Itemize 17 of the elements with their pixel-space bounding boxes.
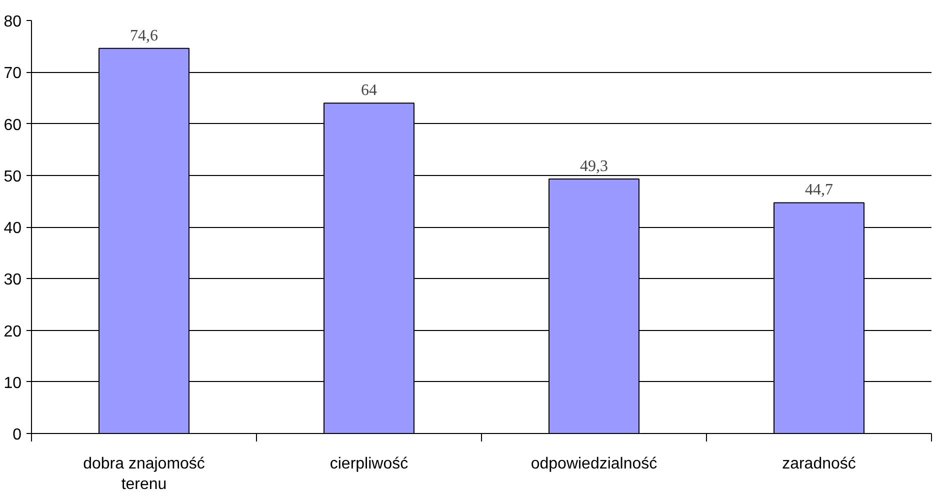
x-tick-label: odpowiedzialność — [530, 456, 658, 472]
data-label: 74,6 — [130, 27, 158, 44]
y-tick-label: 40 — [4, 220, 22, 237]
data-label: 44,7 — [805, 182, 833, 199]
y-tick-label: 60 — [4, 116, 22, 134]
y-tick-label: 80 — [4, 14, 22, 30]
x-tick-label: dobra znajomość terenu — [83, 456, 205, 493]
data-label: 64 — [361, 82, 377, 100]
data-label: 49,3 — [580, 158, 608, 175]
y-tick-label: 0 — [12, 426, 22, 444]
x-tick-label: zaradność — [782, 456, 856, 472]
y-tick-label: 50 — [4, 168, 22, 186]
x-tick-label: cierpliwość — [330, 456, 408, 472]
y-tick-label: 70 — [4, 65, 22, 82]
y-tick-label: 10 — [4, 374, 22, 392]
y-tick-label: 20 — [4, 323, 22, 340]
y-tick-label: 30 — [4, 272, 22, 289]
